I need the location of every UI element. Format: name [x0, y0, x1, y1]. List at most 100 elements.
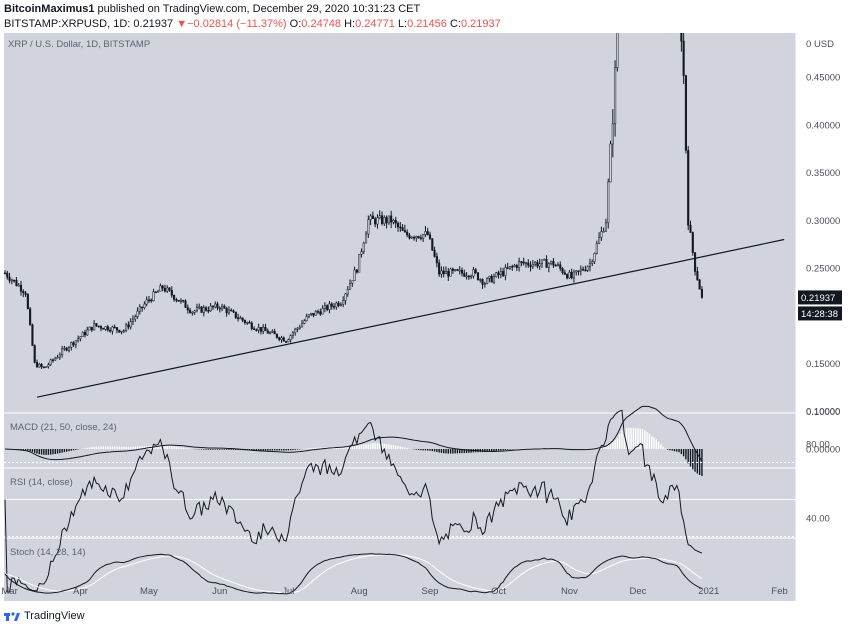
- candle-body: [399, 226, 402, 229]
- publisher-line: BitcoinMaximus1 published on TradingView…: [4, 3, 420, 16]
- candle-body: [257, 327, 260, 331]
- candle-body: [99, 326, 103, 329]
- candle-body: [221, 305, 224, 310]
- down-arrow-icon: ▼: [176, 18, 188, 30]
- candle-body: [687, 150, 690, 226]
- stoch-pane: [4, 553, 703, 595]
- candle-body: [54, 357, 57, 361]
- candle-body: [314, 311, 317, 316]
- y-tick-label: 0.10000: [806, 407, 840, 418]
- candle-body: [291, 332, 294, 336]
- candle-body: [303, 320, 306, 324]
- candle-body: [536, 262, 539, 267]
- candle-body: [504, 267, 507, 276]
- candle-body: [424, 231, 427, 235]
- candle-body: [253, 328, 256, 330]
- candle-body: [616, 33, 619, 68]
- candle-body: [49, 359, 52, 365]
- candle-body: [294, 328, 297, 334]
- candle-body: [316, 311, 320, 313]
- candle-body: [189, 309, 192, 313]
- footer: TradingView: [4, 610, 85, 622]
- candle-body: [154, 291, 157, 294]
- candle-body: [138, 306, 141, 312]
- candle-body: [547, 263, 550, 268]
- published-text: published on TradingView.com, December 2…: [97, 3, 421, 15]
- candle-body: [364, 233, 368, 244]
- candle-body: [24, 292, 27, 295]
- rsi-label: RSI (14, close): [10, 477, 73, 488]
- candle-body: [563, 272, 566, 275]
- candle-body: [61, 348, 64, 356]
- candle-body: [163, 287, 166, 292]
- author-name[interactable]: BitcoinMaximus1: [4, 3, 95, 15]
- candle-body: [205, 307, 208, 311]
- candle-body: [479, 279, 482, 281]
- candle-body: [492, 276, 496, 283]
- candle-body: [223, 305, 226, 309]
- candle-body: [22, 291, 25, 294]
- candle-body: [289, 335, 292, 340]
- candle-body: [328, 303, 331, 310]
- x-tick-label: Dec: [629, 586, 646, 597]
- candle-body: [609, 143, 612, 183]
- candle-body: [476, 272, 480, 281]
- candle-body: [486, 278, 489, 284]
- candle-body: [143, 303, 146, 309]
- candle-body: [579, 268, 582, 272]
- candle-body: [472, 269, 475, 277]
- candle-body: [566, 274, 569, 279]
- open-label: O:: [289, 18, 302, 30]
- candle-body: [29, 308, 32, 326]
- candle-body: [47, 364, 50, 367]
- candle-body: [422, 234, 425, 239]
- y-tick-label: 0.40000: [806, 120, 840, 131]
- x-tick-label: Aug: [351, 586, 368, 597]
- candle-body: [323, 305, 326, 309]
- candle-body: [129, 321, 132, 328]
- open-value: 0.24748: [301, 18, 342, 30]
- candle-body: [170, 290, 173, 296]
- candle-body: [680, 33, 683, 42]
- candle-body: [367, 219, 370, 235]
- high-label: H:: [344, 18, 356, 30]
- candle-body: [417, 236, 420, 239]
- candle-body: [63, 347, 66, 350]
- candle-body: [250, 322, 253, 329]
- candle-body: [310, 312, 313, 315]
- candle-body: [488, 275, 491, 279]
- candle-body: [97, 325, 100, 328]
- x-tick-label: Nov: [561, 586, 578, 597]
- rsi-tick-label: 80.00: [806, 440, 830, 451]
- candle-body: [540, 259, 544, 264]
- candle-body: [234, 311, 237, 318]
- candle-body: [458, 269, 461, 272]
- x-tick-label: Oct: [491, 586, 506, 597]
- candle-body: [335, 302, 338, 308]
- candle-body: [447, 271, 450, 277]
- time-axis: Mar Apr May Jun Jul Aug Sep Oct Nov Dec 2021 Feb: [1, 586, 787, 597]
- y-tick-label: 0.45000: [806, 73, 840, 84]
- candle-body: [550, 260, 553, 264]
- brand-name[interactable]: TradingView: [24, 610, 85, 622]
- candle-body: [83, 332, 87, 336]
- currency-unit: USD: [814, 39, 834, 50]
- price-chart[interactable]: 0.800000.750000.700000.650000.600000.550…: [0, 33, 850, 603]
- candle-body: [26, 294, 29, 310]
- candle-body: [157, 290, 160, 293]
- countdown-tag-label: 14:28:38: [801, 309, 838, 320]
- candle-body: [524, 262, 528, 265]
- candle-body: [319, 311, 322, 315]
- candle-body: [207, 310, 210, 312]
- candle-body: [495, 272, 498, 278]
- candle-body: [355, 269, 358, 273]
- candle-body: [506, 267, 509, 269]
- candle-body: [689, 225, 692, 233]
- candle-body: [70, 342, 73, 348]
- candle-body: [104, 326, 107, 330]
- candle-body: [8, 276, 11, 281]
- candle-body: [122, 330, 125, 332]
- candle-body: [362, 242, 365, 252]
- candle-body: [467, 275, 470, 278]
